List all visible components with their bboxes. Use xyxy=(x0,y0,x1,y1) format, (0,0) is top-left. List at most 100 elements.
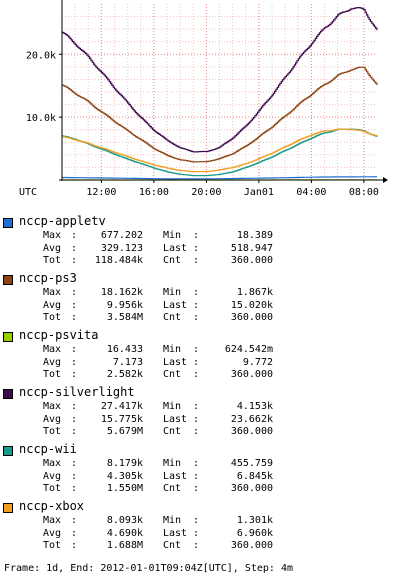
x-tick-label: 12:00 xyxy=(86,187,116,198)
stat-colon: : xyxy=(193,470,200,482)
stat-value-avg: 9.956k xyxy=(106,299,143,311)
stats-row: Avg: 329.123 Last: 518.947 xyxy=(43,243,383,256)
chart-grid xyxy=(62,4,377,180)
stat-colon: : xyxy=(71,356,78,368)
stat-value-tot: 3.584M xyxy=(106,312,143,323)
stat-value-cnt: 360.000 xyxy=(230,483,273,494)
chart: 12:00 16:00 20:00 Jan01 04:00 08:00 10.0k 20.0k… xyxy=(19,0,388,198)
stat-label: Min xyxy=(163,401,182,412)
stat-label: Cnt xyxy=(163,255,182,266)
stat-colon: : xyxy=(193,527,200,539)
stat-value-max: 8.093k xyxy=(106,515,143,526)
stat-label: Avg xyxy=(43,413,62,425)
stat-colon: : xyxy=(71,230,78,241)
stat-colon: : xyxy=(71,401,78,412)
stats-row: Avg: 9.956k Last: 15.020k xyxy=(43,300,383,313)
legend-stats: Max: 18.162k Min: 1.867k Avg: 9.956k Last: 15.0… xyxy=(43,287,383,325)
legend-series-name: nccp-silverlight xyxy=(19,385,135,399)
stat-label: Min xyxy=(163,230,182,241)
stat-label: Last xyxy=(163,527,188,539)
legend-stats: Max: 16.433 Min: 624.542m Avg: 7.173 Last: 9.77… xyxy=(43,344,383,382)
legend-series-name: nccp-appletv xyxy=(19,214,106,228)
legend-stats: Max: 8.179k Min: 455.759 Avg: 4.305k Last: 6.84… xyxy=(43,458,383,496)
stat-value-max: 27.417k xyxy=(100,401,143,412)
legend-swatch xyxy=(3,446,13,456)
stat-value-min: 18.389 xyxy=(236,230,273,241)
stat-colon: : xyxy=(71,287,78,298)
stat-colon: : xyxy=(193,312,200,323)
stat-colon: : xyxy=(71,458,78,469)
stat-label: Last xyxy=(163,242,188,254)
stat-colon: : xyxy=(71,242,78,254)
footer-text: Frame: 1d, End: 2012-01-01T09:04Z[UTC], … xyxy=(4,563,293,574)
legend-entry: nccp-xbox Max: 8.093k Min: 1.301k Avg: 4.690k L… xyxy=(0,497,400,554)
stat-value-max: 8.179k xyxy=(106,458,143,469)
stats-row: Max: 18.162k Min: 1.867k xyxy=(43,287,383,300)
stat-label: Min xyxy=(163,287,182,298)
series-line-nccp-appletv xyxy=(62,176,377,180)
stats-row: Max: 8.093k Min: 1.301k xyxy=(43,515,383,528)
y-tick-label: 20.0k xyxy=(26,50,56,61)
stats-row: Tot: 5.679M Cnt: 360.000 xyxy=(43,426,383,439)
chart-tick-labels: 12:00 16:00 20:00 Jan01 04:00 08:00 10.0k 20.0k… xyxy=(19,50,379,198)
stat-colon: : xyxy=(71,312,78,323)
stat-label: Last xyxy=(163,470,188,482)
timezone-label: UTC xyxy=(19,187,37,198)
stat-value-tot: 1.688M xyxy=(106,540,143,551)
stat-label: Avg xyxy=(43,242,62,254)
stats-row: Avg: 4.690k Last: 6.960k xyxy=(43,528,383,541)
stat-colon: : xyxy=(71,255,78,266)
legend-series-name: nccp-psvita xyxy=(19,328,99,342)
series-line-nccp-ps3 xyxy=(62,66,378,163)
stat-label: Cnt xyxy=(163,540,182,551)
stat-value-avg: 329.123 xyxy=(100,242,143,254)
legend-entry: nccp-ps3 Max: 18.162k Min: 1.867k Avg: 9.956k L… xyxy=(0,269,400,326)
stat-value-tot: 5.679M xyxy=(106,426,143,437)
stat-value-tot: 1.550M xyxy=(106,483,143,494)
stat-colon: : xyxy=(193,299,200,311)
stat-label: Tot xyxy=(43,255,62,266)
stat-value-avg: 15.775k xyxy=(100,413,143,425)
stat-value-avg: 7.173 xyxy=(112,356,143,368)
stat-colon: : xyxy=(71,527,78,539)
stat-label: Min xyxy=(163,458,182,469)
legend-stats: Max: 27.417k Min: 4.153k Avg: 15.775k Last: 23.… xyxy=(43,401,383,439)
stat-label: Last xyxy=(163,413,188,425)
legend-series-name: nccp-xbox xyxy=(19,499,85,513)
chart-axes xyxy=(59,0,388,183)
x-tick-label: Jan01 xyxy=(244,187,274,198)
stats-row: Max: 677.202 Min: 18.389 xyxy=(43,230,383,243)
stat-value-cnt: 360.000 xyxy=(230,426,273,437)
stat-colon: : xyxy=(193,540,200,551)
stat-value-last: 518.947 xyxy=(230,242,273,254)
stat-value-last: 15.020k xyxy=(230,299,273,311)
stat-label: Max xyxy=(43,401,62,412)
legend-swatch xyxy=(3,332,13,342)
legend-swatch xyxy=(3,275,13,285)
x-tick-label: 16:00 xyxy=(139,187,169,198)
legend-swatch xyxy=(3,218,13,228)
stat-colon: : xyxy=(193,242,200,254)
stat-label: Avg xyxy=(43,470,62,482)
stat-colon: : xyxy=(71,515,78,526)
stat-value-min: 1.301k xyxy=(236,515,273,526)
stat-colon: : xyxy=(193,426,200,437)
stat-value-last: 9.772 xyxy=(242,356,273,368)
stat-colon: : xyxy=(193,401,200,412)
stat-value-min: 4.153k xyxy=(236,401,273,412)
stat-value-cnt: 360.000 xyxy=(230,312,273,323)
stat-label: Avg xyxy=(43,527,62,539)
stat-label: Tot xyxy=(43,483,62,494)
legend-stats: Max: 8.093k Min: 1.301k Avg: 4.690k Last: 6.960… xyxy=(43,515,383,553)
stat-label: Max xyxy=(43,287,62,298)
stat-colon: : xyxy=(193,287,200,298)
stats-row: Max: 16.433 Min: 624.542m xyxy=(43,344,383,357)
stat-label: Cnt xyxy=(163,369,182,380)
y-tick-label: 10.0k xyxy=(26,113,56,124)
stat-value-last: 6.845k xyxy=(236,470,273,482)
stats-row: Tot: 2.582k Cnt: 360.000 xyxy=(43,369,383,382)
legend-entry: nccp-psvita Max: 16.433 Min: 624.542m Avg: 7.1… xyxy=(0,326,400,383)
stat-value-last: 23.662k xyxy=(230,413,273,425)
stat-label: Tot xyxy=(43,540,62,551)
series-line-nccp-xbox xyxy=(62,128,378,173)
